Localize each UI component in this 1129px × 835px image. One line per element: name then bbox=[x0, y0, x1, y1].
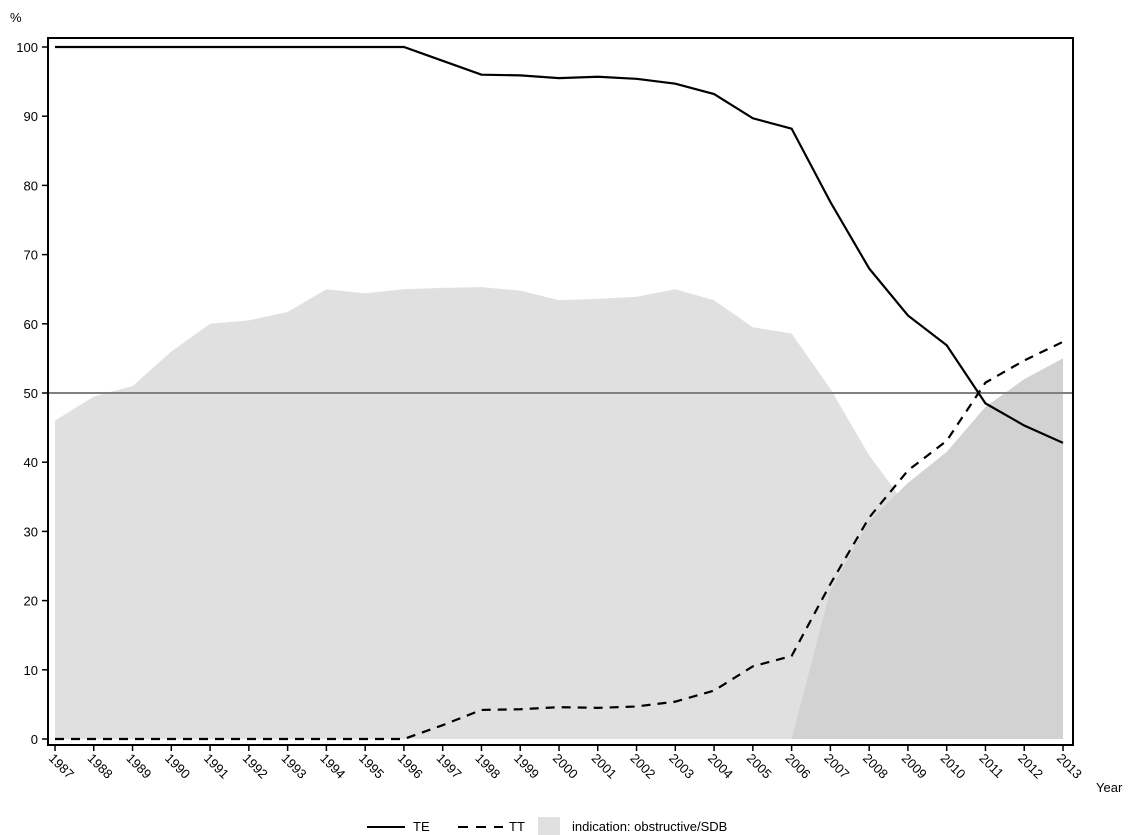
y-tick-label: 80 bbox=[24, 178, 38, 193]
x-tick-label: 2011 bbox=[976, 751, 1006, 781]
legend-tt-label: TT bbox=[509, 819, 525, 834]
x-tick-label: 2007 bbox=[821, 751, 852, 782]
x-tick-label: 2009 bbox=[899, 751, 930, 782]
y-tick-label: 60 bbox=[24, 317, 38, 332]
x-tick-label: 2012 bbox=[1015, 751, 1046, 782]
y-tick-label: 70 bbox=[24, 248, 38, 263]
x-tick-label: 2008 bbox=[860, 751, 891, 782]
legend: TE TT indication: obstructive/SDB bbox=[367, 817, 727, 835]
legend-area-swatch bbox=[538, 817, 560, 835]
x-tick-label: 2013 bbox=[1054, 751, 1085, 782]
y-axis-title: % bbox=[10, 10, 22, 25]
x-tick-label: 1996 bbox=[395, 751, 426, 782]
area-series-2 bbox=[442, 358, 1063, 739]
areas-layer bbox=[55, 287, 1063, 739]
x-tick-label: 2000 bbox=[550, 751, 581, 782]
x-tick-label: 1991 bbox=[201, 751, 232, 782]
x-tick-label: 1989 bbox=[123, 751, 154, 782]
x-tick-label: 2001 bbox=[589, 751, 620, 782]
x-tick-label: 1999 bbox=[511, 751, 542, 782]
lines-layer bbox=[55, 45, 1064, 741]
x-tick-label: 2003 bbox=[666, 751, 697, 782]
x-tick-label: 1988 bbox=[85, 751, 116, 782]
y-tick-label: 40 bbox=[24, 455, 38, 470]
x-tick-label: 1990 bbox=[162, 751, 193, 782]
x-tick-label: 2004 bbox=[705, 751, 736, 782]
x-tick-label: 1998 bbox=[472, 751, 503, 782]
legend-area-label: indication: obstructive/SDB bbox=[572, 819, 727, 834]
y-tick-label: 50 bbox=[24, 386, 38, 401]
x-tick-label: 1993 bbox=[278, 751, 309, 782]
y-tick-label: 0 bbox=[31, 732, 38, 747]
y-axis: 0 10 20 30 40 50 60 70 80 90 100 bbox=[16, 40, 48, 747]
y-tick-label: 90 bbox=[24, 109, 38, 124]
x-tick-label: 1992 bbox=[240, 751, 271, 782]
x-tick-label: 2005 bbox=[744, 751, 775, 782]
x-tick-label: 2002 bbox=[627, 751, 658, 782]
x-tick-label: 1994 bbox=[317, 751, 348, 782]
series-line-tt bbox=[55, 340, 1064, 741]
series-line-te bbox=[55, 45, 1064, 444]
x-axis: 1987 1988 1989 1990 1991 1992 1993 1994 1995 1996… bbox=[46, 745, 1085, 782]
area-series-1 bbox=[55, 287, 1063, 739]
y-tick-label: 100 bbox=[16, 40, 38, 55]
x-tick-label: 2006 bbox=[782, 751, 813, 782]
x-tick-label: 1995 bbox=[356, 751, 387, 782]
plot-frame bbox=[47, 37, 1074, 746]
legend-te-label: TE bbox=[413, 819, 430, 834]
y-tick-label: 10 bbox=[24, 663, 38, 678]
x-tick-label: 1987 bbox=[46, 751, 77, 782]
y-tick-label: 20 bbox=[24, 594, 38, 609]
x-tick-label: 2010 bbox=[938, 751, 969, 782]
y-tick-label: 30 bbox=[24, 524, 38, 539]
x-axis-title: Year bbox=[1096, 780, 1123, 795]
x-tick-label: 1997 bbox=[434, 751, 465, 782]
